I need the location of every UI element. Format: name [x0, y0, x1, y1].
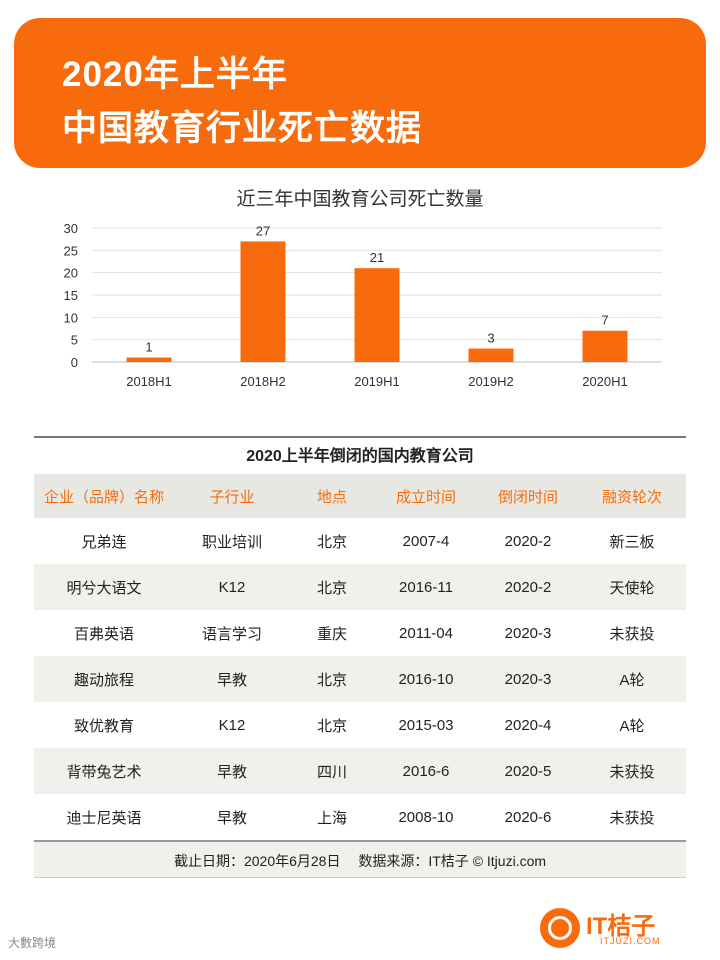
table-cell: 2020-2 [504, 532, 552, 550]
table-cell: 新三板 [609, 533, 655, 551]
column-header: 企业（品牌）名称 [34, 474, 174, 518]
y-tick-label: 20 [64, 266, 78, 281]
logo-domain: ITJUZI.COM [600, 936, 661, 946]
bar-data-label: 27 [256, 223, 270, 238]
bar [240, 241, 286, 362]
table-row: 兄弟连 职业培训 北京 2007-4 2020-2 新三板 [34, 518, 686, 564]
table-row: 致优教育 K12 北京 2015-03 2020-4 A轮 [34, 702, 686, 748]
column-header: 子行业 [174, 474, 290, 518]
bar-data-label: 1 [145, 340, 152, 355]
table-cell: A轮 [619, 717, 645, 735]
orange-slice-icon [540, 908, 580, 948]
chart-title: 近三年中国教育公司死亡数量 [236, 189, 484, 210]
table-cell: 2020-3 [504, 624, 552, 642]
table-cell: 趣动旅程 [34, 656, 174, 702]
table-cell: 早教 [174, 656, 290, 702]
bar [582, 330, 628, 362]
table-cell: 重庆 [316, 625, 347, 643]
bar [468, 348, 514, 362]
table-cell: 2020-4 [504, 716, 552, 734]
table-row: 背带兔艺术 早教 四川 2016-6 2020-5 未获投 [34, 748, 686, 794]
y-tick-label: 5 [71, 333, 78, 348]
table-row: 明兮大语文 K12 北京 2016-11 2020-2 天使轮 [34, 564, 686, 610]
table-cell: 迪士尼英语 [66, 809, 142, 827]
table-header-row: 企业（品牌）名称 子行业 地点 成立时间 倒闭时间 融资轮次 [34, 474, 686, 518]
table-cell: 上海 [316, 809, 347, 827]
table-cell: 2007-4 [402, 532, 450, 550]
table-cell: 未获投 [609, 809, 655, 827]
table-cell: 兄弟连 [81, 533, 127, 551]
table-cell: 2008-10 [398, 808, 454, 826]
itjuzi-logo: IT桔子 ITJUZI.COM [540, 904, 670, 950]
table-title: 2020上半年倒闭的国内教育公司 [34, 436, 686, 474]
table-cell: 明兮大语文 [34, 564, 174, 610]
table-row: 百弗英语 语言学习 重庆 2011-04 2020-3 未获投 [34, 610, 686, 656]
table-cell: 语言学习 [201, 625, 262, 643]
column-header: 倒闭时间 [478, 474, 578, 518]
table-cell: 2020-5 [478, 748, 578, 794]
table-cell: 致优教育 [73, 717, 134, 735]
table-cell: 2020-3 [478, 656, 578, 702]
bar-data-label: 3 [487, 331, 494, 346]
title-banner: 2020年上半年 中国教育行业死亡数据 [14, 18, 706, 168]
company-table: 企业（品牌）名称 子行业 地点 成立时间 倒闭时间 融资轮次 兄弟连 职业培训 北京… [34, 474, 686, 840]
page-title-line1: 2020年上半年 [62, 55, 288, 94]
x-tick-label: 2020H1 [582, 374, 628, 389]
y-tick-label: 25 [64, 243, 78, 258]
y-tick-label: 10 [64, 310, 78, 325]
table-cell: 背带兔艺术 [34, 748, 174, 794]
column-header: 融资轮次 [578, 474, 686, 518]
table-cell: 未获投 [578, 748, 686, 794]
table-footer-source: 截止日期：2020年6月28日 数据来源：IT桔子 © Itjuzi.com [34, 840, 686, 878]
y-tick-label: 0 [71, 355, 78, 370]
table-cell: 2020-6 [504, 808, 552, 826]
table-cell: 天使轮 [578, 564, 686, 610]
table-row: 趣动旅程 早教 北京 2016-10 2020-3 A轮 [34, 656, 686, 702]
bar [354, 268, 400, 362]
bar-data-label: 21 [370, 250, 384, 265]
table-cell: 北京 [316, 717, 347, 735]
table-cell: 2015-03 [398, 716, 454, 734]
column-header: 地点 [290, 474, 374, 518]
x-tick-label: 2018H1 [126, 374, 172, 389]
logo-name: IT桔子 [586, 913, 656, 940]
bar [126, 357, 172, 362]
table-cell: 百弗英语 [73, 625, 134, 643]
table-cell: 2016-11 [374, 564, 478, 610]
bar-chart: 0 5 10 15 20 25 30 1 2018H1 27 2018H2 21 2019H1 3 2019… [64, 221, 662, 389]
table-cell: K12 [174, 564, 290, 610]
corner-watermark: 大數跨境 [8, 936, 57, 950]
table-row: 迪士尼英语 早教 上海 2008-10 2020-6 未获投 [34, 794, 686, 840]
table-cell: 2016-6 [374, 748, 478, 794]
table-cell: 2020-2 [478, 564, 578, 610]
bar-data-label: 7 [601, 313, 608, 328]
table-cell: 北京 [290, 656, 374, 702]
x-tick-label: 2019H1 [354, 374, 400, 389]
table-cell: 早教 [216, 809, 247, 827]
column-header: 成立时间 [374, 474, 478, 518]
y-tick-label: 15 [64, 288, 78, 303]
table-cell: K12 [218, 716, 246, 734]
y-tick-label: 30 [64, 221, 78, 236]
table-cell: 北京 [290, 564, 374, 610]
x-tick-label: 2018H2 [240, 374, 286, 389]
table-cell: 2016-10 [374, 656, 478, 702]
table-cell: 北京 [316, 533, 347, 551]
table-cell: 早教 [174, 748, 290, 794]
table-cell: 四川 [290, 748, 374, 794]
table-cell: 2011-04 [399, 624, 453, 642]
x-tick-label: 2019H2 [468, 374, 514, 389]
table-cell: A轮 [578, 656, 686, 702]
page-title-line2: 中国教育行业死亡数据 [62, 109, 423, 148]
table-cell: 职业培训 [201, 533, 262, 551]
company-table-section: 2020上半年倒闭的国内教育公司 企业（品牌）名称 子行业 地点 成立时间 倒闭… [34, 436, 686, 878]
table-cell: 未获投 [609, 625, 655, 643]
